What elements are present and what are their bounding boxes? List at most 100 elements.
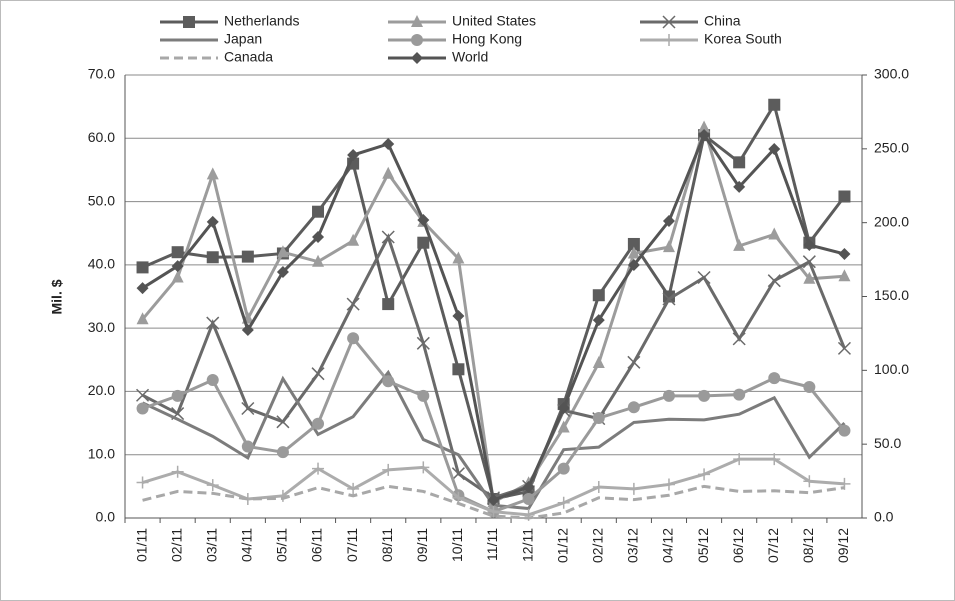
marker bbox=[311, 367, 325, 381]
y2-tick-label: 0.0 bbox=[874, 509, 894, 525]
marker bbox=[206, 316, 220, 330]
marker bbox=[733, 180, 746, 193]
marker bbox=[411, 52, 423, 64]
marker bbox=[627, 401, 640, 414]
y-tick-label: 10.0 bbox=[88, 445, 115, 461]
legend-label: Hong Kong bbox=[452, 31, 522, 47]
line bbox=[142, 335, 846, 514]
marker bbox=[276, 446, 289, 459]
marker bbox=[733, 388, 746, 401]
y-tick-label: 70.0 bbox=[88, 66, 115, 82]
y2-tick-label: 250.0 bbox=[874, 140, 909, 156]
y-tick-label: 50.0 bbox=[88, 192, 115, 208]
marker bbox=[838, 190, 851, 203]
marker bbox=[487, 493, 500, 506]
marker bbox=[206, 215, 219, 228]
marker bbox=[347, 482, 360, 495]
x-tick-label: 12/11 bbox=[519, 528, 535, 562]
marker bbox=[347, 149, 360, 162]
marker bbox=[312, 205, 325, 218]
marker bbox=[452, 251, 465, 264]
marker bbox=[417, 461, 430, 474]
marker bbox=[382, 166, 395, 179]
legend-label: Japan bbox=[224, 31, 262, 47]
marker bbox=[592, 314, 605, 327]
marker bbox=[768, 227, 781, 240]
x-tick-label: 11/11 bbox=[484, 528, 500, 561]
marker bbox=[206, 479, 219, 492]
marker bbox=[592, 289, 605, 302]
marker bbox=[662, 389, 675, 402]
x-tick-label: 06/11 bbox=[309, 528, 325, 562]
marker bbox=[411, 34, 423, 46]
x-tick-label: 06/12 bbox=[730, 528, 746, 563]
marker bbox=[662, 15, 676, 29]
marker bbox=[276, 245, 289, 258]
marker bbox=[768, 372, 781, 385]
marker bbox=[417, 389, 430, 402]
x-tick-label: 02/11 bbox=[168, 528, 184, 562]
legend-label: Netherlands bbox=[224, 13, 300, 29]
marker bbox=[733, 238, 746, 251]
marker bbox=[276, 415, 290, 429]
marker bbox=[698, 389, 711, 402]
y-tick-label: 60.0 bbox=[88, 129, 115, 145]
marker bbox=[838, 424, 851, 437]
marker bbox=[733, 453, 746, 466]
marker bbox=[382, 137, 395, 150]
line bbox=[142, 484, 845, 520]
marker bbox=[276, 265, 289, 278]
marker bbox=[452, 491, 465, 504]
legend-label: China bbox=[704, 13, 741, 29]
marker bbox=[312, 417, 325, 430]
legend-label: World bbox=[452, 49, 488, 65]
marker bbox=[733, 156, 746, 169]
marker bbox=[802, 255, 816, 269]
marker bbox=[698, 468, 711, 481]
marker bbox=[451, 467, 465, 481]
marker bbox=[312, 230, 325, 243]
x-tick-label: 08/11 bbox=[379, 528, 395, 562]
marker bbox=[206, 251, 219, 264]
marker bbox=[346, 297, 360, 311]
marker bbox=[592, 412, 605, 425]
marker bbox=[662, 240, 675, 253]
marker bbox=[136, 282, 149, 295]
marker bbox=[171, 270, 184, 283]
marker bbox=[411, 15, 423, 27]
marker bbox=[382, 375, 395, 388]
marker bbox=[136, 261, 149, 274]
legend-label: Canada bbox=[224, 49, 273, 65]
marker bbox=[837, 341, 851, 355]
marker bbox=[803, 380, 816, 393]
marker bbox=[698, 128, 711, 141]
marker bbox=[557, 496, 570, 509]
marker bbox=[171, 246, 184, 259]
x-tick-label: 10/11 bbox=[449, 528, 465, 562]
marker bbox=[592, 355, 605, 368]
y-axis-label: Mil. $ bbox=[49, 279, 65, 314]
marker bbox=[803, 271, 816, 284]
marker bbox=[803, 238, 816, 251]
x-tick-label: 07/11 bbox=[344, 528, 360, 562]
y2-tick-label: 100.0 bbox=[874, 361, 909, 377]
x-tick-label: 04/12 bbox=[660, 528, 676, 563]
marker bbox=[206, 167, 219, 180]
marker bbox=[381, 230, 395, 244]
marker bbox=[662, 478, 675, 491]
marker bbox=[592, 480, 605, 493]
marker bbox=[347, 332, 360, 345]
marker bbox=[416, 336, 430, 350]
marker bbox=[627, 237, 640, 250]
marker bbox=[241, 250, 254, 263]
x-tick-label: 04/11 bbox=[239, 528, 255, 562]
marker bbox=[697, 270, 711, 285]
x-tick-label: 05/11 bbox=[274, 528, 290, 562]
x-tick-label: 07/12 bbox=[765, 528, 781, 563]
marker bbox=[662, 290, 675, 303]
marker bbox=[768, 142, 781, 155]
marker bbox=[662, 292, 676, 306]
marker bbox=[732, 332, 746, 346]
y-tick-label: 40.0 bbox=[88, 256, 115, 272]
